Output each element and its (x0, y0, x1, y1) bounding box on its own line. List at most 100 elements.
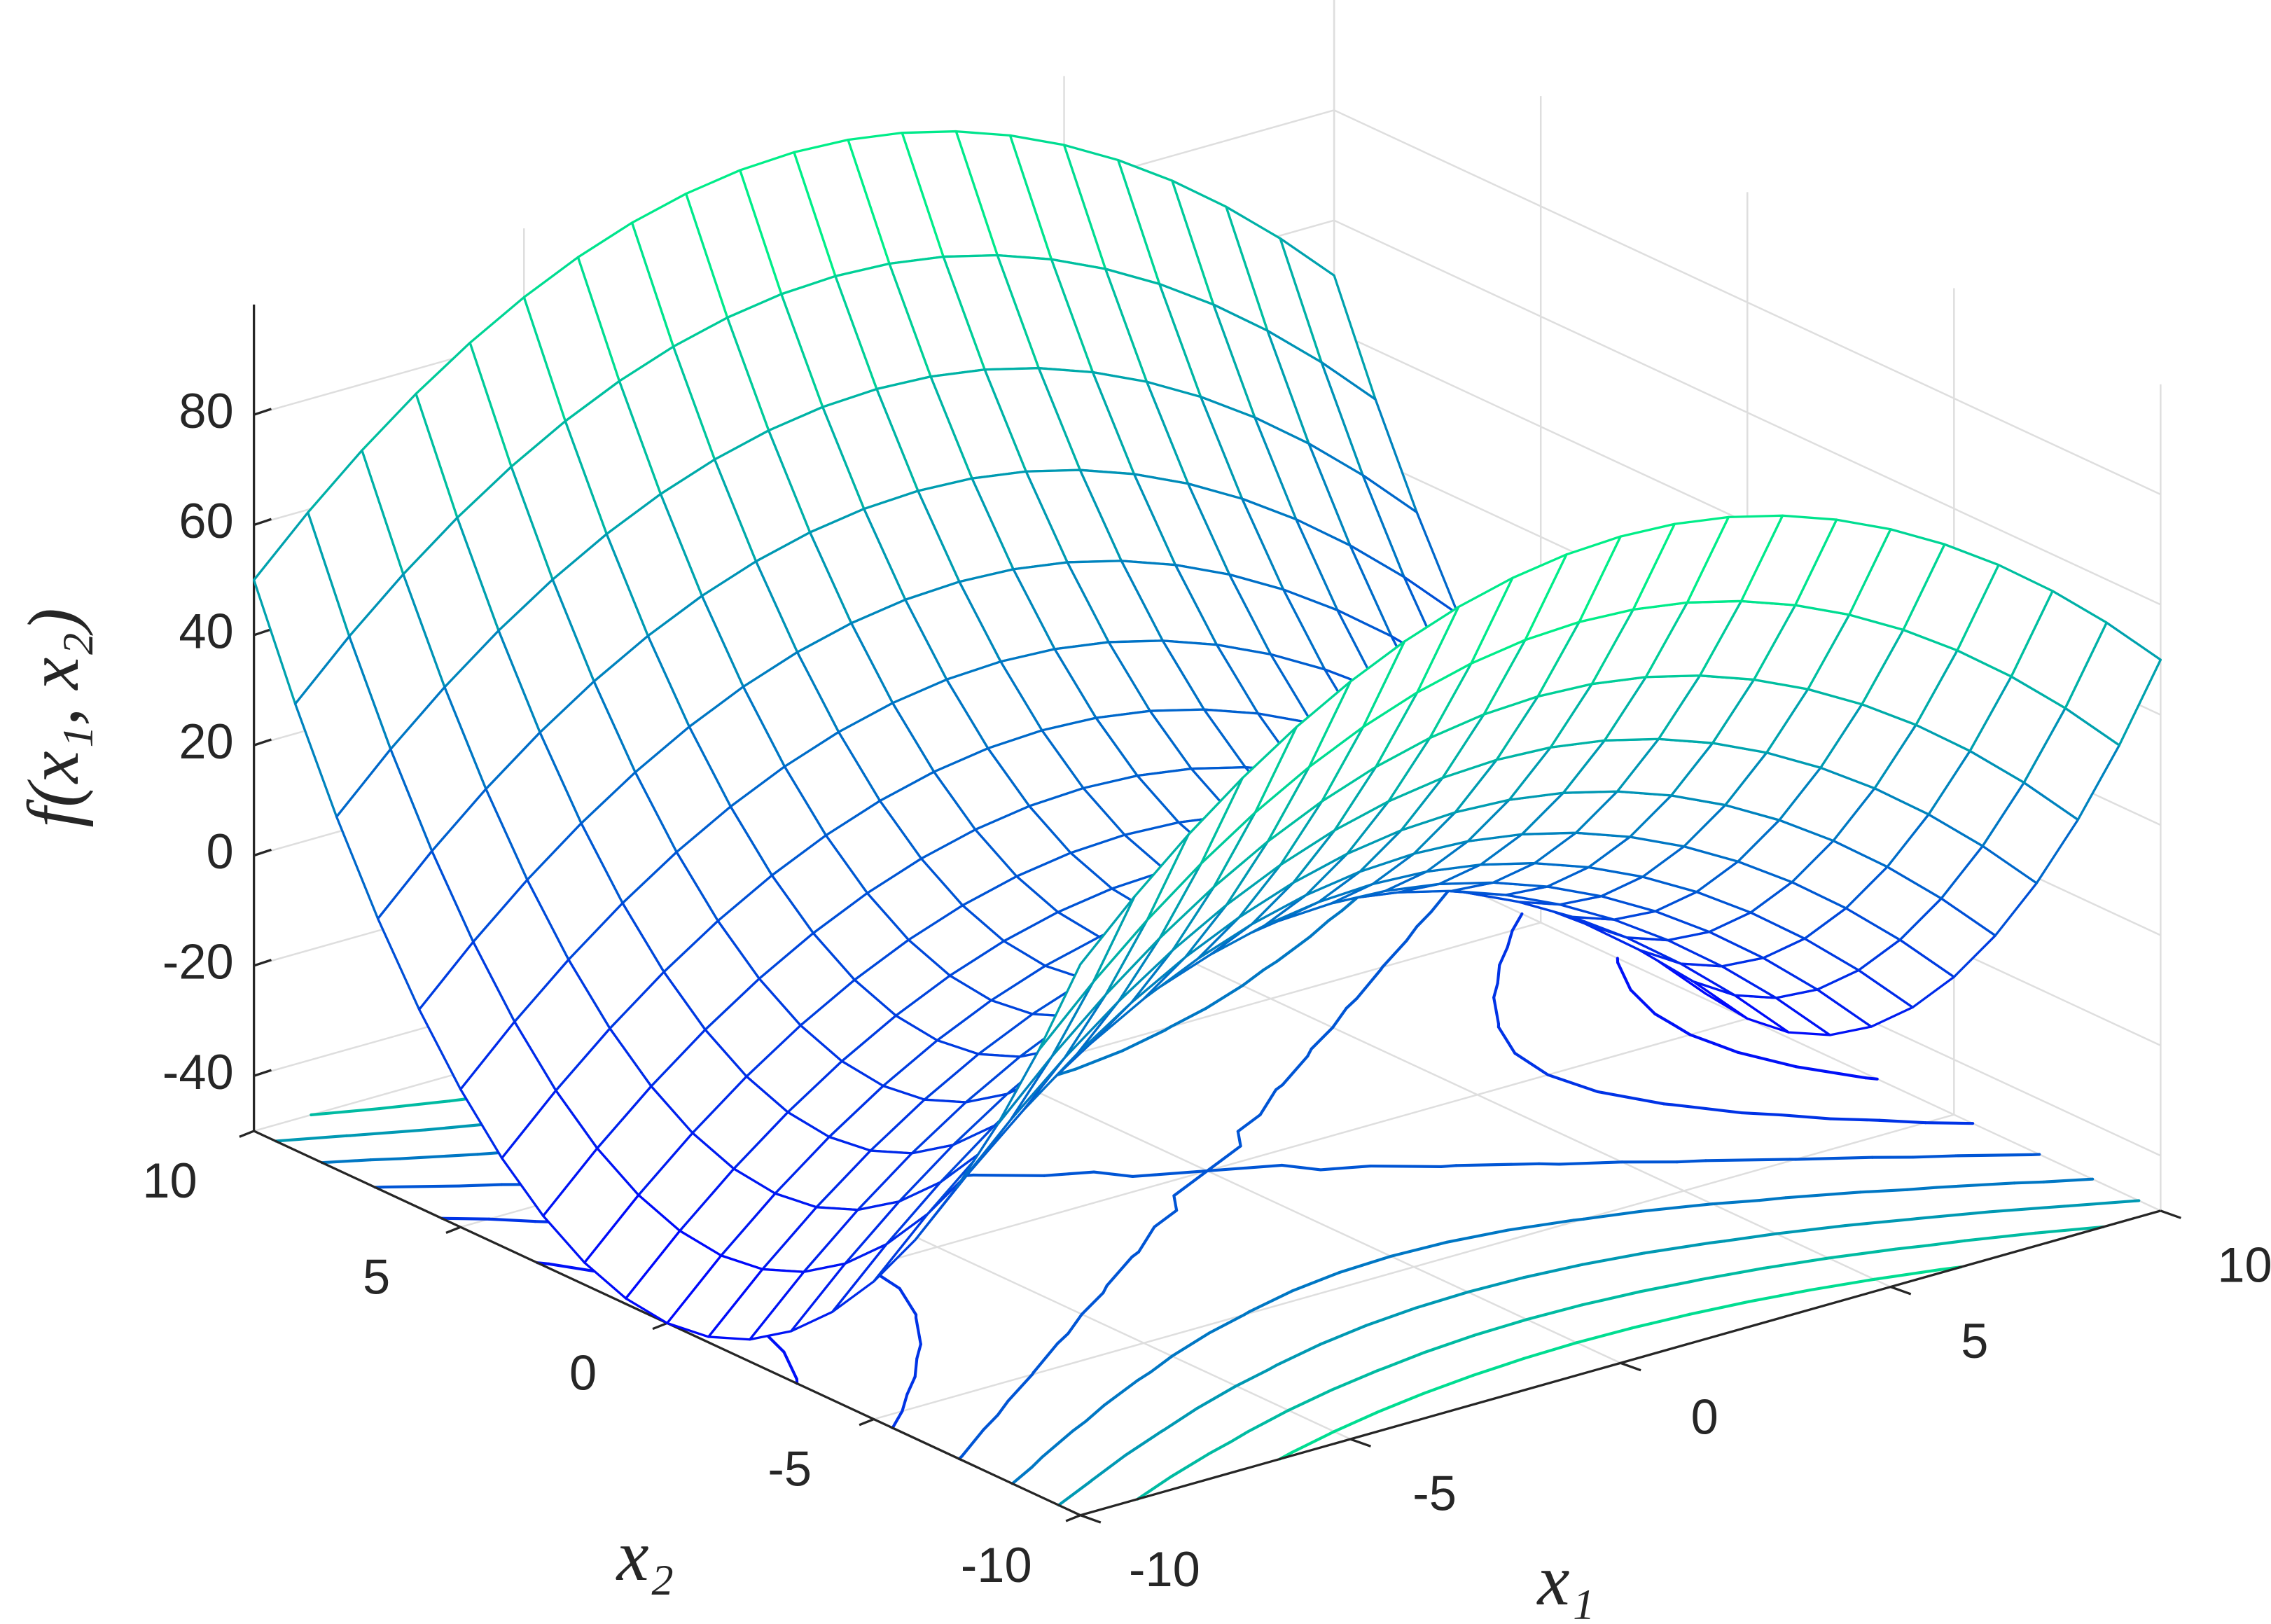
contour-line (1471, 1362, 1509, 1377)
contour-line (1496, 1025, 1517, 1055)
contour-line (1169, 1007, 1207, 1029)
contour-line (1873, 1268, 1942, 1281)
contour-line (1522, 1341, 1578, 1360)
contour-line (1204, 984, 1244, 1011)
contour-line (1911, 1154, 1957, 1159)
contour-line (1762, 1256, 1831, 1270)
contour-line (457, 1183, 503, 1188)
tick-mark (859, 1417, 875, 1427)
contour-line (1120, 1029, 1167, 1053)
tick-mark (1890, 1286, 1912, 1296)
contour-line (398, 1153, 480, 1160)
contour-line (1496, 963, 1501, 985)
contour-line (1345, 997, 1359, 1010)
contour-line (1688, 1033, 1716, 1046)
contour-line (1291, 1271, 1341, 1293)
contour-line (1642, 1241, 1711, 1255)
contour-line (1333, 1410, 1380, 1434)
y-tick-label: 0 (569, 1345, 597, 1401)
contour-line (1246, 1408, 1291, 1434)
labels: f(x₁, x₂) x₂ x₁ -40 -20 0 20 40 60 80 -10 -5 0 5 10… (14, 383, 2271, 1620)
z-tick-label: 80 (179, 383, 233, 438)
contour-line (1327, 909, 1344, 922)
contour-line (905, 1375, 917, 1396)
contour-line (2067, 1199, 2141, 1208)
contour-line (1506, 929, 1514, 949)
contour-line (1422, 1333, 1476, 1354)
contour-line (1281, 1055, 1310, 1087)
contour-line (1581, 1251, 1646, 1266)
contour-line (1675, 1159, 1707, 1164)
z-tick-label: -20 (162, 934, 234, 990)
contour-line (1557, 1160, 1624, 1166)
contour-line (1758, 1196, 1787, 1202)
contour-line (1067, 1312, 1083, 1335)
contour-line (996, 1399, 1010, 1417)
x-tick-label: 0 (1691, 1389, 1718, 1445)
tick-mark (254, 1069, 272, 1077)
contour-line (1056, 1332, 1070, 1345)
contour-line (1364, 1306, 1417, 1327)
contour-line (1092, 1170, 1134, 1179)
contour-line (782, 1350, 798, 1381)
contour-line (1582, 1209, 1643, 1221)
contour-line (1172, 1169, 1209, 1198)
contour-line (1671, 1022, 1692, 1036)
contour-line (1291, 1430, 1336, 1454)
tick-mark (1620, 1361, 1641, 1372)
contour-line (1639, 1280, 1691, 1293)
tick-mark (254, 628, 272, 637)
tick-mark (445, 1226, 461, 1235)
contour-line (1987, 1205, 2066, 1214)
contour-line (1736, 1050, 1798, 1069)
contour-line (1170, 1331, 1211, 1358)
contour-line (891, 1410, 904, 1430)
contour-line (1415, 910, 1433, 929)
contour-line (1775, 1223, 1847, 1235)
contour-line (1710, 1198, 1761, 1206)
contour-line (971, 1173, 1046, 1177)
contour-line (1877, 1118, 1927, 1125)
grid-line (1333, 109, 2161, 496)
contour-line (1454, 1162, 1541, 1167)
contour-line (1032, 1342, 1060, 1374)
contour-line (1629, 988, 1657, 1015)
contour-line (310, 1107, 381, 1117)
contour-line (1228, 1430, 1249, 1444)
contour-line (1071, 1420, 1088, 1433)
contour-line (320, 1158, 373, 1165)
contour-line (1546, 1073, 1599, 1093)
contour-line (1136, 1370, 1153, 1382)
contour-line (1385, 1351, 1426, 1369)
z-tick-label: 0 (206, 824, 233, 879)
contour-line (1041, 1429, 1074, 1459)
contour-line (1011, 1466, 1034, 1485)
contour-line (1639, 1202, 1714, 1213)
contour-line (1136, 1475, 1173, 1501)
contour-line (1525, 1303, 1584, 1321)
contour-line (1649, 1312, 1691, 1325)
contour-line (1954, 1153, 2033, 1158)
tick-mark (254, 738, 272, 747)
contour-line (1105, 1255, 1134, 1287)
contour-line (1331, 1006, 1348, 1029)
tick-mark (254, 408, 272, 416)
contour-line (1423, 1373, 1475, 1395)
contour-line (1074, 1049, 1124, 1071)
contour-line (1809, 1277, 1876, 1292)
grid-line (1333, 219, 2161, 606)
contour-line (1779, 1113, 1832, 1120)
contour-line (1794, 1065, 1868, 1080)
contour-line (1241, 968, 1265, 987)
contour-line (1267, 1363, 1279, 1371)
contour-line (1844, 1217, 1914, 1228)
contour-line (1131, 1169, 1209, 1179)
x-tick-label: -10 (1129, 1541, 1200, 1597)
contour-line (1926, 1239, 1966, 1247)
z-tick-label: 60 (179, 493, 233, 548)
contour-line (349, 1128, 427, 1137)
contour-line (1864, 1076, 1879, 1081)
contour-line (982, 1413, 999, 1431)
contour-line (1207, 1441, 1232, 1456)
